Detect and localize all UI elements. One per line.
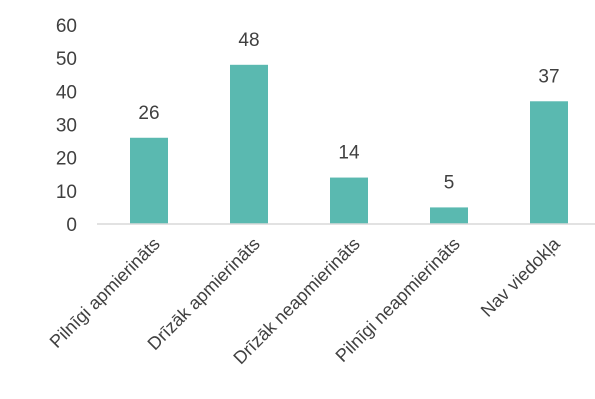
x-category-label: Nav viedokļa <box>477 233 565 321</box>
data-label: 26 <box>138 103 159 124</box>
data-label: 48 <box>238 30 259 51</box>
bar <box>430 207 468 224</box>
y-tick-label: 0 <box>66 215 77 236</box>
y-axis: 0 10 20 30 40 50 60 <box>56 16 77 236</box>
y-tick-label: 10 <box>56 182 77 203</box>
data-label: 5 <box>444 172 455 193</box>
data-labels-group: 26 48 14 5 37 <box>138 30 559 194</box>
data-label: 37 <box>538 66 559 87</box>
bar <box>530 101 568 224</box>
x-category-label: Drīzāk apmierināts <box>144 234 264 354</box>
y-tick-label: 50 <box>56 49 77 70</box>
y-tick-label: 60 <box>56 16 77 37</box>
x-category-label: Pilnīgi apmierināts <box>46 234 164 352</box>
bar <box>330 177 368 224</box>
y-tick-label: 20 <box>56 149 77 170</box>
data-label: 14 <box>338 143 360 164</box>
y-tick-label: 30 <box>56 116 77 137</box>
bar <box>130 137 168 224</box>
bars-group <box>130 64 568 224</box>
y-tick-label: 40 <box>56 82 77 103</box>
bar <box>230 64 268 224</box>
